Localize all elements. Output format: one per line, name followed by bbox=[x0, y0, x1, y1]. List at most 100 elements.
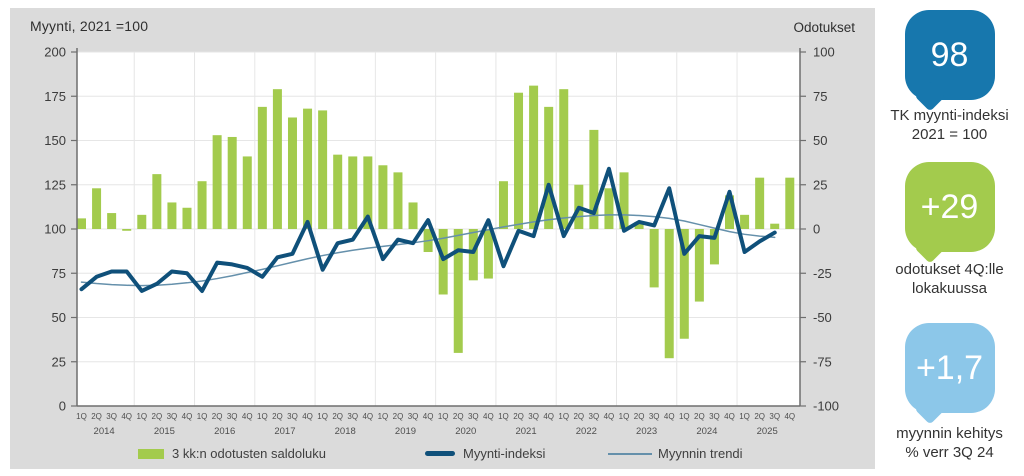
bar bbox=[483, 229, 493, 279]
bar bbox=[408, 202, 418, 229]
bar bbox=[679, 229, 689, 339]
year-label: 2014 bbox=[94, 426, 115, 437]
bar bbox=[529, 85, 539, 229]
quarter-label: 2Q bbox=[332, 412, 343, 421]
bar bbox=[318, 110, 328, 229]
kpi-panel: 98 TK myynti-indeksi 2021 = 100 +29 odot… bbox=[875, 0, 1024, 476]
legend-item-trendi: Myynnin trendi bbox=[608, 446, 743, 461]
left-tick-label: 125 bbox=[44, 177, 66, 192]
quarter-label: 3Q bbox=[227, 412, 238, 421]
bar bbox=[755, 177, 765, 229]
kpi-label-expectations: odotukset 4Q:lle lokakuussa bbox=[895, 261, 1004, 297]
kpi-badge-expectations: +29 bbox=[904, 162, 995, 252]
bar bbox=[498, 181, 508, 229]
quarter-label: 4Q bbox=[423, 412, 434, 421]
quarter-label: 4Q bbox=[604, 412, 615, 421]
quarter-label: 2Q bbox=[91, 412, 102, 421]
legend-item-saldoluku: 3 kk:n odotusten saldoluku bbox=[138, 446, 326, 461]
bar bbox=[182, 207, 192, 229]
quarter-label: 1Q bbox=[136, 412, 147, 421]
kpi-value: 98 bbox=[930, 36, 969, 74]
kpi-badge-sales-index: 98 bbox=[904, 10, 995, 100]
bar bbox=[167, 202, 177, 229]
bar bbox=[393, 172, 403, 229]
quarter-label: 1Q bbox=[378, 412, 389, 421]
right-tick-label: -25 bbox=[813, 266, 832, 281]
bar bbox=[303, 108, 313, 229]
year-label: 2018 bbox=[335, 426, 356, 437]
left-tick-label: 100 bbox=[44, 222, 66, 237]
year-label: 2022 bbox=[576, 426, 597, 437]
bar bbox=[227, 136, 237, 229]
bar bbox=[333, 154, 343, 229]
quarter-label: 3Q bbox=[106, 412, 117, 421]
bar bbox=[438, 229, 448, 295]
kpi-value: +29 bbox=[920, 188, 979, 226]
bar bbox=[544, 106, 554, 229]
quarter-label: 2Q bbox=[152, 412, 163, 421]
bar bbox=[619, 172, 629, 229]
bar bbox=[242, 156, 252, 229]
quarter-label: 1Q bbox=[558, 412, 569, 421]
quarter-label: 3Q bbox=[167, 412, 178, 421]
thin-line-swatch-icon bbox=[608, 452, 652, 455]
quarter-label: 4Q bbox=[362, 412, 373, 421]
bar bbox=[468, 229, 478, 281]
right-axis-title: Odotukset bbox=[793, 20, 855, 35]
quarter-label: 4Q bbox=[182, 412, 193, 421]
bar bbox=[212, 135, 222, 229]
legend-label: 3 kk:n odotusten saldoluku bbox=[172, 446, 326, 461]
legend-label: Myynnin trendi bbox=[658, 446, 743, 461]
bar bbox=[694, 229, 704, 302]
right-tick-label: -50 bbox=[813, 310, 832, 325]
legend-item-myynti-indeksi: Myynti-indeksi bbox=[425, 446, 545, 461]
quarter-label: 1Q bbox=[438, 412, 449, 421]
kpi-badge-sales-growth: +1,7 bbox=[904, 323, 995, 413]
quarter-label: 3Q bbox=[769, 412, 780, 421]
left-tick-label: 175 bbox=[44, 89, 66, 104]
bar bbox=[453, 229, 463, 353]
bar bbox=[257, 106, 267, 229]
quarter-label: 1Q bbox=[257, 412, 268, 421]
year-label: 2019 bbox=[395, 426, 416, 437]
quarter-label: 2Q bbox=[754, 412, 765, 421]
bar-swatch-icon bbox=[138, 448, 164, 459]
quarter-label: 1Q bbox=[498, 412, 509, 421]
quarter-label: 1Q bbox=[197, 412, 208, 421]
right-tick-label: -100 bbox=[813, 399, 839, 414]
quarter-label: 3Q bbox=[709, 412, 720, 421]
left-tick-label: 25 bbox=[52, 354, 66, 369]
quarter-label: 4Q bbox=[242, 412, 253, 421]
quarter-label: 4Q bbox=[302, 412, 313, 421]
bar bbox=[664, 229, 674, 359]
quarter-label: 2Q bbox=[634, 412, 645, 421]
quarter-label: 1Q bbox=[76, 412, 87, 421]
right-tick-label: 50 bbox=[813, 133, 827, 148]
quarter-label: 4Q bbox=[543, 412, 554, 421]
quarter-label: 3Q bbox=[468, 412, 479, 421]
bar bbox=[740, 214, 750, 229]
kpi-label-sales-index: TK myynti-indeksi 2021 = 100 bbox=[890, 107, 1009, 143]
right-tick-label: 25 bbox=[813, 177, 827, 192]
year-label: 2023 bbox=[636, 426, 657, 437]
chart-legend: 3 kk:n odotusten saldoluku Myynti-indeks… bbox=[10, 444, 875, 466]
bar bbox=[152, 174, 162, 229]
left-tick-label: 50 bbox=[52, 310, 66, 325]
line-swatch-icon bbox=[425, 451, 455, 456]
legend-label: Myynti-indeksi bbox=[463, 446, 546, 461]
kpi-label-sales-growth: myynnin kehitys % verr 3Q 24 bbox=[896, 425, 1003, 461]
left-tick-label: 150 bbox=[44, 133, 66, 148]
quarter-label: 3Q bbox=[649, 412, 660, 421]
bar bbox=[122, 229, 132, 231]
quarter-label: 2Q bbox=[453, 412, 464, 421]
quarter-label: 4Q bbox=[784, 412, 795, 421]
bar bbox=[514, 92, 524, 230]
chart-title: Myynti, 2021 =100 bbox=[30, 18, 149, 34]
bar bbox=[137, 214, 147, 229]
bar bbox=[378, 165, 388, 229]
quarter-label: 4Q bbox=[121, 412, 132, 421]
bar bbox=[287, 117, 297, 229]
bar bbox=[348, 156, 358, 229]
bar bbox=[785, 177, 795, 229]
left-tick-label: 0 bbox=[59, 399, 66, 414]
